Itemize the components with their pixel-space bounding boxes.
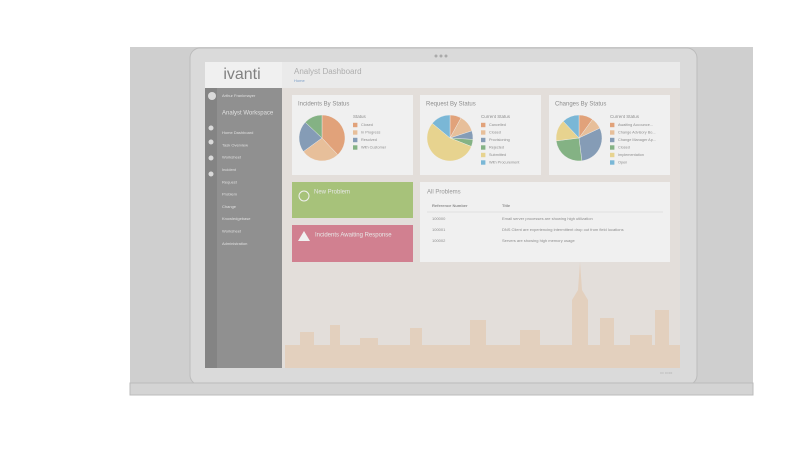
legend-swatch <box>481 160 486 165</box>
nav-item[interactable]: Task Overview <box>222 142 248 147</box>
legend-swatch <box>353 137 358 143</box>
new-problem-tile[interactable] <box>292 182 413 218</box>
pie-slice <box>321 114 346 156</box>
header-bar <box>205 62 680 88</box>
new-problem[interactable]: New Problem <box>314 190 350 196</box>
legend-swatch <box>610 122 615 128</box>
legend-swatch <box>481 122 486 128</box>
pie-slice <box>578 127 603 162</box>
nav-item[interactable]: Incident <box>222 167 237 172</box>
legend-swatch <box>610 145 615 150</box>
legend-swatch <box>481 137 486 143</box>
nav-item[interactable]: Worksheet <box>222 155 242 160</box>
page-title: Analyst Dashboard <box>294 67 362 76</box>
legend-label: Open <box>618 161 627 165</box>
table-cell[interactable]: 100001 <box>432 227 446 232</box>
footer-mark: ▭ ▭▭ <box>660 370 673 375</box>
chart-title: Request By Status <box>426 102 476 108</box>
pie-slice <box>431 114 451 139</box>
sidebar-icons <box>205 88 217 368</box>
nav-item[interactable]: Problem <box>222 192 238 197</box>
problems-title: All Problems <box>427 190 461 196</box>
awaiting-tile[interactable] <box>292 225 413 262</box>
nav-item[interactable]: Request <box>222 179 238 184</box>
pie-slice <box>303 137 339 162</box>
legend-swatch <box>610 160 615 165</box>
table-cell[interactable]: 100002 <box>432 238 446 243</box>
table-cell: DNS Client are experiencing intermittent… <box>502 227 624 232</box>
legend-label: With Customer <box>361 146 387 150</box>
breadcrumb[interactable]: Home <box>294 78 305 83</box>
user-name[interactable]: Arthur Frankmayer <box>222 93 256 98</box>
legend-swatch <box>610 130 615 135</box>
pie-slice <box>304 114 323 139</box>
legend-label: Change Advisory Bo... <box>618 131 656 135</box>
chart-title: Incidents By Status <box>298 102 349 108</box>
legend-title: Status <box>353 114 367 119</box>
legend-label: Provisioning <box>489 138 510 142</box>
nav-icon <box>208 171 214 177</box>
table-cell[interactable]: 100000 <box>432 216 446 221</box>
legend-label: Rejected <box>489 146 504 150</box>
legend-label: With Procurement <box>489 161 520 165</box>
nav-item[interactable]: Home Dashboard <box>222 130 253 135</box>
nav-icon <box>208 139 214 145</box>
nav-icon <box>208 125 214 131</box>
nav-item[interactable]: Knowledgebase <box>222 216 251 221</box>
legend-label: Closed <box>489 131 501 135</box>
fade-overlay <box>205 62 680 368</box>
sidebar <box>205 88 282 368</box>
pie-slice <box>426 123 472 162</box>
legend-label: Cancelled <box>489 123 506 127</box>
column-header: Reference Number <box>432 203 468 208</box>
screen: ivanti Analyst Dashboard Home Arthur Fra… <box>205 62 680 368</box>
legend-swatch <box>353 122 358 128</box>
camera <box>434 54 438 58</box>
legend-label: Submitted <box>489 153 506 157</box>
legend-label: Awaiting Accounce... <box>618 123 653 127</box>
skyline <box>285 262 680 368</box>
legend-label: In Progress <box>361 131 381 135</box>
legend-swatch <box>353 130 358 135</box>
camera <box>444 54 448 58</box>
column-header: Title <box>502 203 511 208</box>
problems-panel <box>420 182 670 262</box>
legend-label: Implementation <box>618 153 644 157</box>
nav-icon <box>208 155 214 161</box>
legend-swatch <box>610 137 615 143</box>
legend-swatch <box>610 152 615 158</box>
legend-label: Closed <box>618 146 630 150</box>
legend-label: Resolved <box>361 138 377 142</box>
awaiting[interactable]: Incidents Awaiting Response <box>315 233 392 239</box>
nav-item[interactable]: Administration <box>222 241 247 246</box>
workspace[interactable]: Analyst Workspace <box>222 111 274 117</box>
legend-swatch <box>481 152 486 158</box>
legend-title: Current Status <box>610 114 640 119</box>
legend-label: Change Manager Ap... <box>618 138 656 142</box>
nav-item[interactable]: Change <box>222 204 237 209</box>
legend-label: Closed <box>361 123 373 127</box>
chart-title: Changes By Status <box>555 102 606 108</box>
legend-swatch <box>481 145 486 150</box>
legend-swatch <box>481 130 486 135</box>
pie-slice <box>555 137 583 162</box>
legend-title: Current Status <box>481 114 511 119</box>
legend-swatch <box>353 145 358 150</box>
table-cell: Servers are showing high memory usage <box>502 238 575 243</box>
table-cell: Email server processes are showing high … <box>502 216 593 221</box>
laptop-base <box>129 382 754 396</box>
camera <box>439 54 443 58</box>
logo: ivanti <box>223 66 260 83</box>
nav-item[interactable]: Worksheet <box>222 228 242 233</box>
avatar <box>208 92 216 100</box>
plus-icon <box>298 190 310 202</box>
logo-box <box>205 62 282 88</box>
pie-slice <box>562 114 580 139</box>
warning-icon <box>298 231 310 241</box>
